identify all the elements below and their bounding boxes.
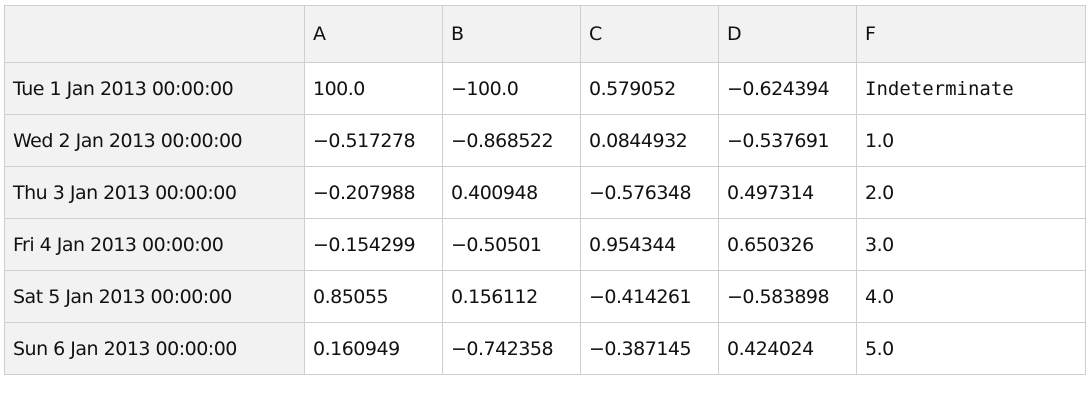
table-cell: 0.85055 <box>304 270 443 323</box>
column-header: D <box>718 5 857 63</box>
table-cell: 0.160949 <box>304 322 443 375</box>
column-header: C <box>580 5 719 63</box>
column-header: F <box>856 5 1086 63</box>
table-row: Wed 2 Jan 2013 00:00:00 −0.517278 −0.86852… <box>4 114 1086 167</box>
table-cell: −0.50501 <box>442 218 581 271</box>
table-cell: 2.0 <box>856 166 1086 219</box>
table-row: Thu 3 Jan 2013 00:00:00 −0.207988 0.400948… <box>4 166 1086 219</box>
table-cell: −100.0 <box>442 62 581 115</box>
row-label: Wed 2 Jan 2013 00:00:00 <box>4 114 305 167</box>
table-row: Tue 1 Jan 2013 00:00:00 100.0 −100.0 0.5790… <box>4 62 1086 115</box>
table-cell: Indeterminate <box>856 62 1086 115</box>
table-cell: 0.497314 <box>718 166 857 219</box>
table-cell: −0.414261 <box>580 270 719 323</box>
table-row: Sun 6 Jan 2013 00:00:00 0.160949 −0.742358… <box>4 322 1086 375</box>
column-header: B <box>442 5 581 63</box>
table-cell: −0.207988 <box>304 166 443 219</box>
row-label: Sat 5 Jan 2013 00:00:00 <box>4 270 305 323</box>
table-row: Sat 5 Jan 2013 00:00:00 0.85055 0.156112 −0… <box>4 270 1086 323</box>
table-cell: 100.0 <box>304 62 443 115</box>
table-cell: −0.624394 <box>718 62 857 115</box>
table-cell: 4.0 <box>856 270 1086 323</box>
table-body: Tue 1 Jan 2013 00:00:00 100.0 −100.0 0.5790… <box>4 62 1086 375</box>
table-cell: −0.868522 <box>442 114 581 167</box>
table-row: Fri 4 Jan 2013 00:00:00 −0.154299 −0.50501… <box>4 218 1086 271</box>
row-label: Thu 3 Jan 2013 00:00:00 <box>4 166 305 219</box>
table-cell: 0.156112 <box>442 270 581 323</box>
table-cell: 0.650326 <box>718 218 857 271</box>
row-label: Fri 4 Jan 2013 00:00:00 <box>4 218 305 271</box>
corner-cell <box>4 5 305 63</box>
table-cell: −0.154299 <box>304 218 443 271</box>
row-label: Tue 1 Jan 2013 00:00:00 <box>4 62 305 115</box>
table-cell: 0.424024 <box>718 322 857 375</box>
table-cell: 0.954344 <box>580 218 719 271</box>
table-cell: −0.583898 <box>718 270 857 323</box>
table-cell: 0.0844932 <box>580 114 719 167</box>
table-cell: −0.517278 <box>304 114 443 167</box>
row-label: Sun 6 Jan 2013 00:00:00 <box>4 322 305 375</box>
table-cell: 0.579052 <box>580 62 719 115</box>
table-cell: −0.742358 <box>442 322 581 375</box>
table-cell: 5.0 <box>856 322 1086 375</box>
table-cell: 3.0 <box>856 218 1086 271</box>
table-cell: −0.537691 <box>718 114 857 167</box>
table-cell: 1.0 <box>856 114 1086 167</box>
table-cell: −0.387145 <box>580 322 719 375</box>
table-cell: 0.400948 <box>442 166 581 219</box>
column-header: A <box>304 5 443 63</box>
table-cell: −0.576348 <box>580 166 719 219</box>
